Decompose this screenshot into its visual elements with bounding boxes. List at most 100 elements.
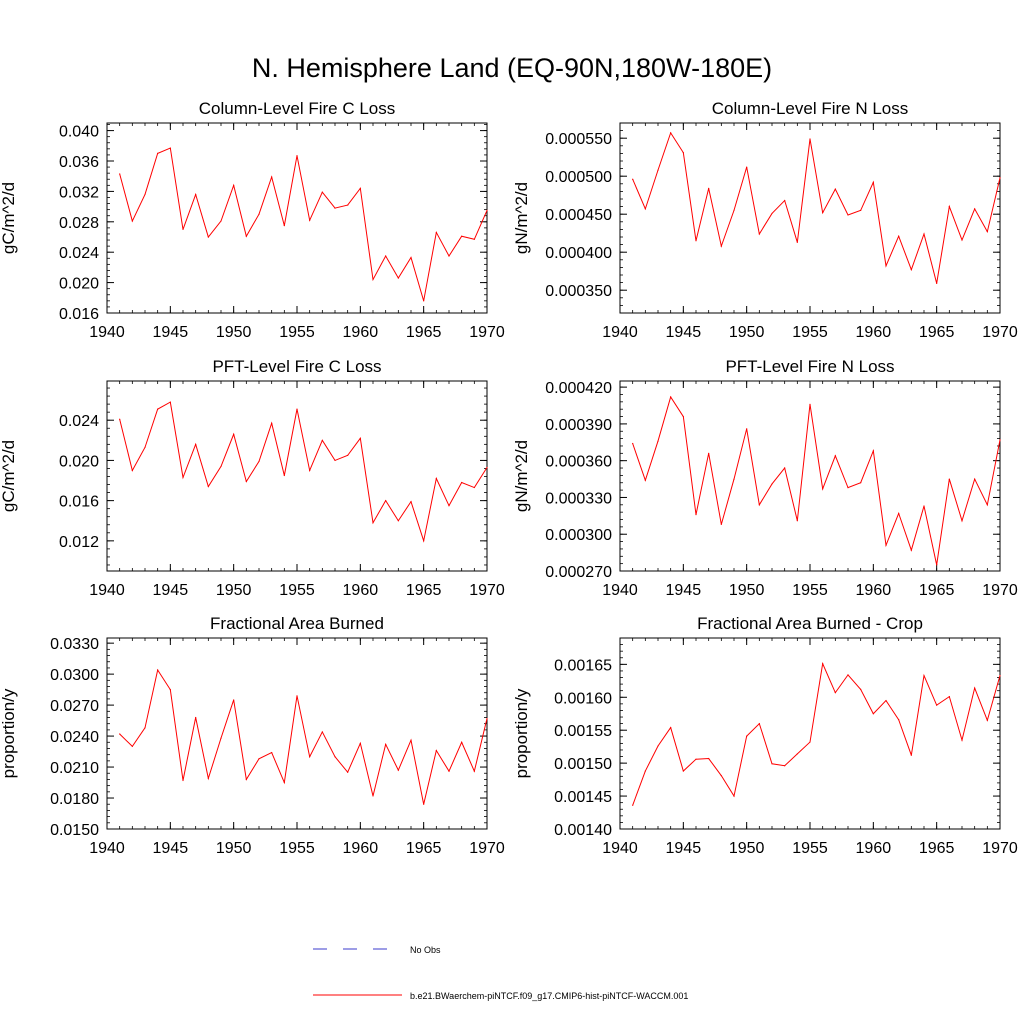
- data-point: [885, 544, 887, 546]
- data-point: [372, 795, 374, 797]
- data-point: [131, 469, 133, 472]
- data-point: [233, 699, 235, 701]
- data-point: [834, 692, 836, 694]
- data-point: [397, 277, 399, 279]
- x-tick-label: 1955: [792, 582, 828, 599]
- data-point: [720, 775, 722, 777]
- data-point: [974, 208, 976, 210]
- data-point: [220, 465, 222, 468]
- x-tick-label: 1945: [153, 840, 189, 857]
- data-point: [283, 781, 285, 784]
- data-point: [910, 549, 912, 551]
- data-point: [644, 479, 646, 481]
- data-point: [796, 520, 798, 522]
- x-tick-label: 1950: [216, 840, 252, 857]
- data-point: [720, 523, 722, 526]
- data-point: [473, 486, 475, 489]
- data-point: [309, 756, 311, 758]
- y-tick-label: 0.00145: [554, 789, 612, 806]
- y-tick-label: 0.000270: [545, 564, 612, 581]
- data-point: [144, 727, 146, 729]
- data-point: [144, 446, 146, 448]
- data-point: [486, 466, 488, 469]
- data-point: [119, 733, 121, 735]
- legend-model-label: b.e21.BWaerchem-piNTCF.f09_g17.CMIP6-his…: [410, 991, 688, 1001]
- y-tick-label: 0.000550: [545, 131, 612, 148]
- data-point: [822, 488, 824, 490]
- data-point: [410, 501, 412, 503]
- data-point: [461, 741, 463, 743]
- data-point: [898, 512, 900, 514]
- data-point: [131, 745, 133, 748]
- data-point: [771, 212, 773, 215]
- x-tick-label: 1955: [792, 840, 828, 857]
- data-point: [999, 674, 1001, 677]
- y-tick-label: 0.00165: [554, 657, 612, 674]
- data-point: [860, 482, 862, 484]
- x-tick-label: 1960: [856, 324, 892, 341]
- data-point: [461, 481, 463, 484]
- data-point: [657, 169, 659, 171]
- figure-title: N. Hemisphere Land (EQ-90N,180W-180E): [252, 53, 772, 83]
- data-point: [986, 231, 988, 233]
- data-point: [448, 505, 450, 507]
- series-line: [119, 401, 488, 543]
- y-tick-label: 0.0330: [50, 636, 99, 653]
- data-point: [283, 474, 285, 477]
- chart-panel: 1940 1945 1950 1955 1960 1965 1970 0.000270 0.00…: [512, 357, 1018, 599]
- data-point: [461, 235, 463, 237]
- data-point: [733, 209, 735, 211]
- x-tick-label: 1960: [343, 582, 379, 599]
- data-point: [448, 770, 450, 772]
- y-tick-label: 0.032: [59, 184, 99, 201]
- data-point: [385, 500, 387, 502]
- data-point: [347, 204, 349, 206]
- data-point: [435, 231, 437, 234]
- data-point: [119, 418, 121, 420]
- x-tick-label: 1965: [919, 582, 955, 599]
- y-axis-label: gC/m^2/d: [0, 182, 18, 254]
- data-point: [169, 689, 171, 691]
- data-point: [321, 191, 323, 193]
- data-point: [733, 478, 735, 480]
- data-point: [157, 408, 159, 410]
- chart-panel: 1940 1945 1950 1955 1960 1965 1970 0.012 0.016 0.…: [0, 357, 505, 599]
- data-point: [834, 455, 836, 457]
- data-point: [758, 504, 760, 506]
- x-tick-label: 1965: [919, 324, 955, 341]
- data-point: [758, 723, 760, 725]
- data-point: [233, 433, 235, 435]
- data-point: [397, 769, 399, 771]
- y-tick-label: 0.020: [59, 453, 99, 470]
- data-point: [119, 173, 121, 175]
- y-axis-label: gN/m^2/d: [512, 182, 531, 254]
- data-point: [195, 716, 197, 719]
- data-point: [847, 214, 849, 216]
- y-tick-label: 0.036: [59, 154, 99, 171]
- data-point: [758, 233, 760, 235]
- data-point: [410, 256, 412, 259]
- data-point: [195, 193, 197, 196]
- data-point: [258, 213, 260, 215]
- y-tick-label: 0.0240: [50, 729, 99, 746]
- data-point: [682, 415, 684, 418]
- data-point: [999, 177, 1001, 179]
- data-point: [473, 238, 475, 240]
- y-tick-label: 0.028: [59, 215, 99, 232]
- legend: No Obs b.e21.BWaerchem-piNTCF.f09_g17.CM…: [313, 945, 688, 1001]
- data-point: [974, 687, 976, 689]
- x-tick-label: 1940: [89, 324, 125, 341]
- data-point: [385, 743, 387, 745]
- panel-title: Fractional Area Burned - Crop: [697, 614, 923, 633]
- data-point: [169, 147, 171, 149]
- data-point: [359, 437, 361, 439]
- x-tick-label: 1960: [343, 840, 379, 857]
- y-tick-label: 0.000500: [545, 169, 612, 186]
- data-point: [207, 777, 209, 780]
- y-tick-label: 0.000390: [545, 417, 612, 434]
- data-point: [207, 485, 209, 488]
- data-point: [936, 564, 938, 566]
- data-point: [182, 228, 184, 230]
- panel-title: PFT-Level Fire C Loss: [212, 357, 381, 376]
- legend-obs-label: No Obs: [410, 945, 441, 955]
